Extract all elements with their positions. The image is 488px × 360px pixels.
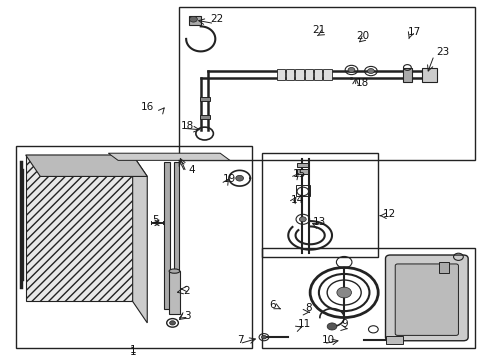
Bar [179, 7, 474, 160]
Circle shape [326, 323, 336, 330]
Text: 10: 10 [322, 335, 335, 345]
Bar [323, 69, 331, 80]
Circle shape [189, 17, 197, 22]
Ellipse shape [169, 269, 180, 273]
Circle shape [299, 217, 305, 222]
Text: 21: 21 [312, 25, 325, 35]
Text: 23: 23 [436, 47, 449, 57]
FancyBboxPatch shape [394, 264, 458, 336]
Polygon shape [108, 153, 229, 160]
Text: 4: 4 [188, 165, 195, 175]
Text: 1: 1 [129, 347, 136, 357]
Text: 18: 18 [181, 121, 194, 131]
Bar [261, 153, 377, 257]
Text: 22: 22 [210, 14, 223, 23]
FancyBboxPatch shape [385, 255, 467, 341]
Bar [385, 337, 402, 344]
Text: 2: 2 [183, 286, 190, 296]
Text: 12: 12 [382, 208, 395, 219]
Bar [438, 262, 448, 273]
Bar [295, 185, 309, 196]
Bar [421, 68, 436, 82]
Circle shape [347, 67, 354, 72]
Bar [295, 69, 303, 80]
Text: 5: 5 [152, 215, 159, 225]
Bar [285, 69, 294, 80]
Bar [188, 16, 201, 24]
Circle shape [367, 68, 373, 73]
Bar [169, 271, 180, 314]
Text: 18: 18 [355, 78, 368, 88]
Polygon shape [26, 155, 132, 301]
Bar [164, 162, 169, 309]
Text: 17: 17 [407, 27, 420, 37]
Bar [16, 146, 251, 348]
Text: 8: 8 [305, 303, 311, 313]
Bar [200, 97, 210, 102]
Circle shape [235, 175, 243, 181]
Circle shape [169, 321, 175, 325]
Text: 11: 11 [297, 319, 310, 329]
Text: 16: 16 [141, 102, 154, 112]
Bar [402, 68, 411, 82]
Bar [297, 169, 307, 174]
Text: 14: 14 [290, 195, 304, 205]
Text: 9: 9 [341, 319, 347, 329]
Text: 15: 15 [292, 169, 306, 179]
Text: 7: 7 [237, 335, 244, 345]
Text: 3: 3 [183, 311, 190, 321]
Bar [200, 115, 210, 119]
Bar [261, 248, 474, 348]
Text: 20: 20 [356, 31, 369, 41]
Bar [313, 69, 322, 80]
Bar [276, 69, 285, 80]
Polygon shape [26, 155, 147, 176]
Bar [174, 162, 179, 309]
Bar [297, 163, 307, 167]
Text: 19: 19 [222, 174, 235, 184]
Text: 13: 13 [312, 217, 325, 227]
Polygon shape [132, 155, 147, 323]
Text: 6: 6 [269, 300, 276, 310]
Circle shape [261, 336, 266, 339]
Text: 1: 1 [129, 345, 136, 355]
Bar [304, 69, 312, 80]
Circle shape [336, 287, 351, 298]
